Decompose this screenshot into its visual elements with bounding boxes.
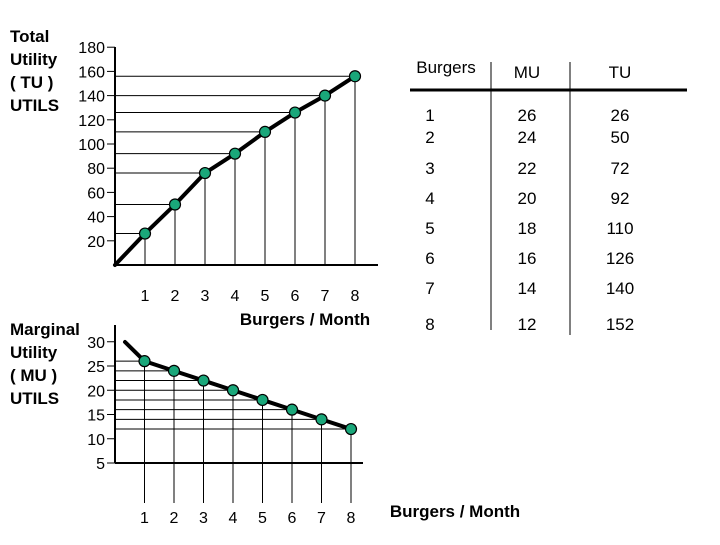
mu-ylabel-line: UTILS xyxy=(10,389,59,408)
table-cell: 20 xyxy=(518,189,537,208)
tu-data-point xyxy=(198,166,212,180)
tu-x-tick-label: 4 xyxy=(231,288,240,305)
tu-y-tick-label: 80 xyxy=(87,161,105,178)
mu-y-tick-label: 15 xyxy=(87,408,105,425)
mu-data-point xyxy=(138,355,151,368)
table-cell: 24 xyxy=(518,128,537,147)
tu-y-tick-label: 60 xyxy=(87,185,105,202)
table-cell: 140 xyxy=(606,279,634,298)
mu-data-point xyxy=(315,413,328,426)
tu-x-axis-label: Burgers / Month xyxy=(240,310,370,329)
table-cell: 92 xyxy=(611,189,630,208)
table-cell: 50 xyxy=(611,128,630,147)
table-cell: 12 xyxy=(518,315,537,334)
table-cell: 6 xyxy=(425,249,434,268)
mu-x-tick-label: 6 xyxy=(288,510,297,527)
tu-data-point xyxy=(288,106,302,119)
tu-y-tick-label: 180 xyxy=(78,40,105,57)
mu-x-tick-label: 3 xyxy=(199,510,208,527)
tu-y-tick-label: 140 xyxy=(78,89,105,106)
tu-y-tick-label: 160 xyxy=(78,64,105,81)
mu-data-point xyxy=(344,422,358,436)
table-cell: 4 xyxy=(425,189,434,208)
tu-x-tick-label: 7 xyxy=(321,288,330,305)
tu-ylabel-line: Total xyxy=(10,27,49,46)
table-cell: 72 xyxy=(611,159,630,178)
tu-ylabel-line: Utility xyxy=(10,50,58,69)
table-cell: 2 xyxy=(425,128,434,147)
table-header-tu: TU xyxy=(609,63,632,82)
mu-x-tick-label: 1 xyxy=(140,510,149,527)
tu-ylabel-line: ( TU ) xyxy=(10,73,53,92)
mu-ylabel-line: Marginal xyxy=(10,320,80,339)
tu-x-tick-label: 3 xyxy=(201,288,210,305)
mu-ylabel-line: Utility xyxy=(10,343,58,362)
table-cell: 26 xyxy=(611,106,630,125)
tu-data-point xyxy=(348,70,362,83)
tu-data-point xyxy=(138,227,152,240)
tu-ylabel-line: UTILS xyxy=(10,96,59,115)
tu-x-tick-label: 2 xyxy=(171,288,180,305)
tu-data-point xyxy=(228,147,242,160)
total-utility-chart: Total Utility ( TU ) UTILS 20 40 60 80 100 120 140… xyxy=(10,27,378,329)
table-cell: 7 xyxy=(425,279,434,298)
mu-y-tick-label: 10 xyxy=(87,432,105,449)
table-cell: 110 xyxy=(606,219,633,238)
mu-y-tick-label: 5 xyxy=(96,456,105,473)
mu-x-tick-label: 4 xyxy=(229,510,238,527)
mu-y-tick-label: 30 xyxy=(87,335,105,352)
tu-data-point xyxy=(318,89,332,102)
table-cell: 16 xyxy=(518,249,537,268)
tu-data-point xyxy=(258,125,272,138)
table-header-burgers: Burgers xyxy=(416,58,476,77)
mu-x-tick-label: 7 xyxy=(317,510,326,527)
mu-data-point xyxy=(256,393,269,407)
table-cell: 18 xyxy=(518,219,537,238)
table-cell: 126 xyxy=(606,249,634,268)
table-cell: 22 xyxy=(518,159,537,178)
tu-y-tick-label: 120 xyxy=(78,113,105,130)
tu-x-tick-label: 5 xyxy=(261,288,270,305)
table-cell: 8 xyxy=(425,315,434,334)
mu-x-tick-label: 2 xyxy=(170,510,179,527)
tu-x-tick-label: 8 xyxy=(351,288,360,305)
table-cell: 152 xyxy=(606,315,634,334)
mu-data-point xyxy=(167,364,181,377)
tu-y-tick-label: 40 xyxy=(87,210,105,227)
table-header-mu: MU xyxy=(514,63,540,82)
mu-x-tick-label: 5 xyxy=(258,510,267,527)
mu-y-tick-label: 25 xyxy=(87,359,105,376)
mu-ylabel-line: ( MU ) xyxy=(10,366,57,385)
table-cell: 26 xyxy=(518,106,537,125)
tu-x-tick-label: 6 xyxy=(291,288,300,305)
table-cell: 5 xyxy=(425,219,434,238)
table-cell: 1 xyxy=(425,106,434,125)
mu-data-point xyxy=(197,374,210,387)
mu-x-axis-label: Burgers / Month xyxy=(390,502,520,521)
marginal-utility-chart: Marginal Utility ( MU ) UTILS 5 10 15 20 25 30 1 2 3… xyxy=(10,320,520,527)
mu-y-tick-label: 20 xyxy=(87,383,105,400)
mu-x-tick-label: 8 xyxy=(347,510,356,527)
mu-data-point xyxy=(285,403,299,416)
mu-data-point xyxy=(226,384,240,397)
tu-y-tick-label: 20 xyxy=(87,234,105,251)
tu-x-tick-label: 1 xyxy=(141,288,150,305)
table-cell: 3 xyxy=(425,159,434,178)
tu-y-tick-label: 100 xyxy=(78,137,105,154)
table-cell: 14 xyxy=(518,279,537,298)
tu-data-point xyxy=(168,198,182,211)
